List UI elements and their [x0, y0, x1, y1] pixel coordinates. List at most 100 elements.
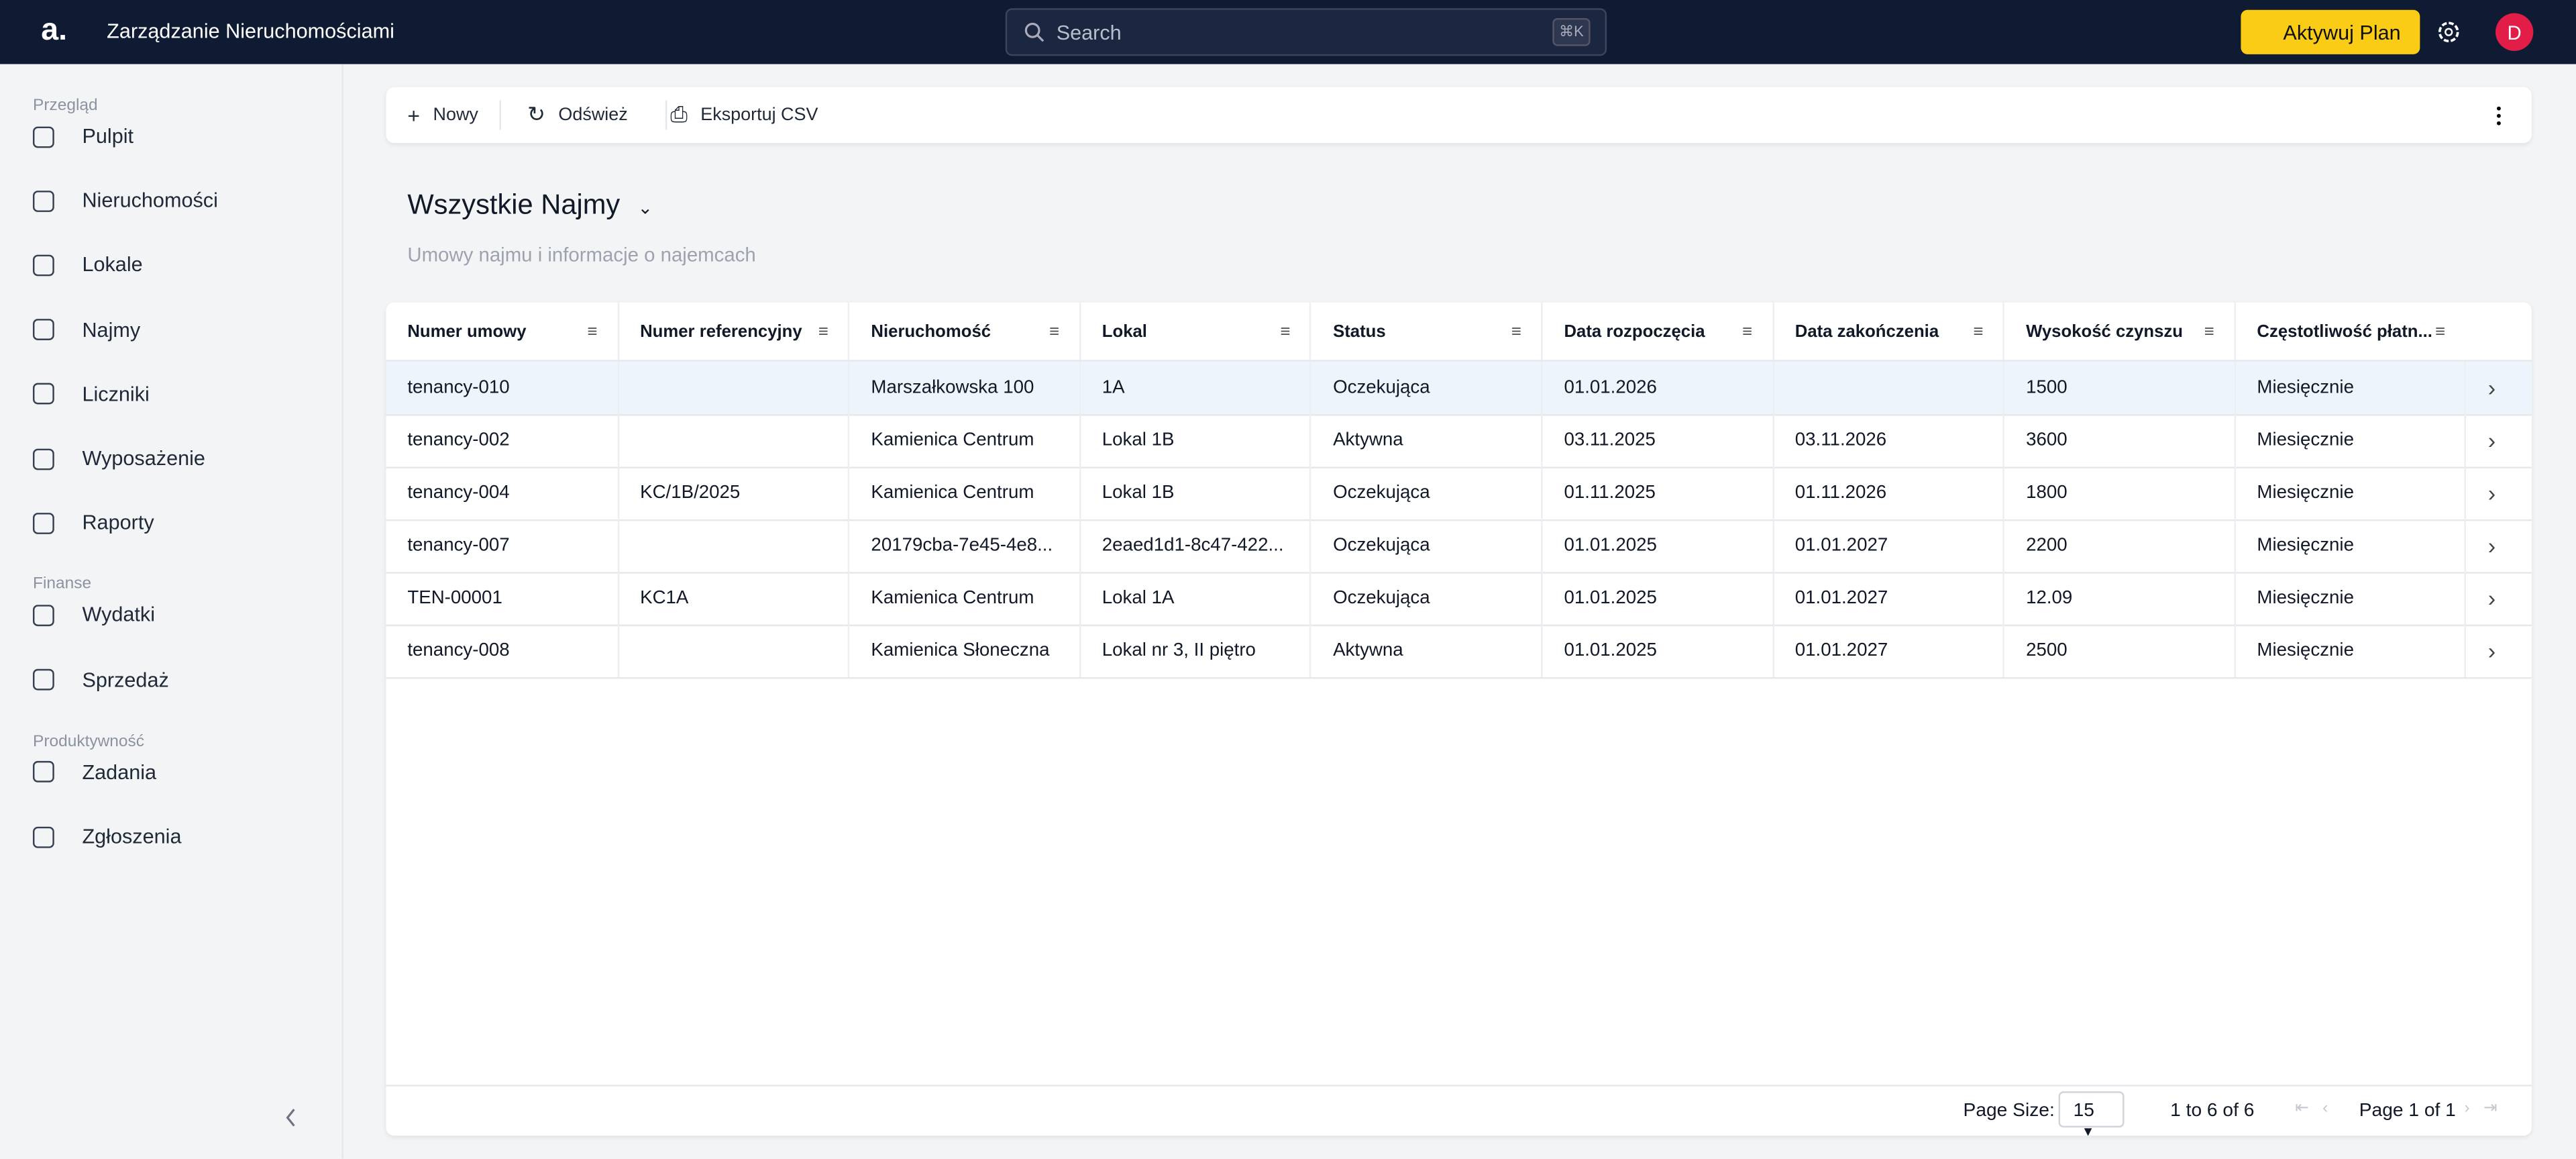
nav-item[interactable]: Wydatki — [32, 595, 155, 635]
table-cell: Marszałkowska 100 — [848, 361, 1079, 415]
table-cell: Oczekująca — [1309, 466, 1541, 519]
column-label: Częstotliwość płatn... — [2257, 321, 2432, 342]
nav-item[interactable]: Nieruchomości — [32, 181, 218, 221]
nav-icon — [32, 125, 54, 148]
table-cell: Lokal nr 3, II piętro — [1079, 624, 1309, 677]
settings-icon[interactable] — [2436, 19, 2461, 44]
nav-next[interactable]: › ⇥ — [2464, 1099, 2498, 1118]
toolbar-button[interactable]: ⎙ Eksportuj CSV — [670, 87, 818, 143]
table-cell: Oczekująca — [1309, 361, 1541, 415]
table-cell: tenancy-007 — [407, 536, 510, 556]
filter-icon[interactable]: ≡ — [1973, 321, 1984, 342]
column-header[interactable]: Numer umowy ≡ — [386, 303, 617, 360]
view-title[interactable]: Wszystkie Najmy ⌄ — [407, 189, 653, 221]
nav-item[interactable]: Zadania — [32, 752, 157, 792]
filter-icon[interactable]: ≡ — [2204, 321, 2214, 342]
nav-icon — [32, 190, 54, 212]
table-cell: tenancy-002 — [407, 430, 510, 451]
column-header[interactable]: Częstotliwość płatn... ≡ — [2234, 302, 2465, 360]
nav-item[interactable]: Zgłoszenia — [32, 817, 182, 856]
table-row[interactable] — [386, 519, 2532, 574]
nav-item[interactable]: Raporty — [32, 503, 154, 543]
row-arrow[interactable]: › — [2465, 466, 2531, 519]
nav-item[interactable]: Wyposażenie — [32, 439, 205, 478]
filter-icon[interactable]: ≡ — [818, 321, 828, 342]
nav-label: Najmy — [82, 318, 141, 342]
table-row[interactable] — [386, 361, 2532, 416]
column-header[interactable]: Wysokość czynszu ≡ — [2002, 302, 2234, 360]
row-arrow[interactable]: › — [2465, 624, 2531, 677]
table-cell: Kamienica Centrum — [848, 466, 1079, 519]
filter-icon[interactable]: ≡ — [2435, 321, 2446, 342]
nav-item[interactable]: Najmy — [32, 310, 141, 350]
table-cell — [1772, 361, 2002, 415]
table-cell: 2200 — [2002, 519, 2234, 572]
filter-icon[interactable]: ≡ — [1511, 321, 1521, 342]
toolbar-button[interactable]: + Nowy — [407, 87, 478, 143]
nav-icon — [32, 604, 54, 626]
column-label: Nieruchomość — [871, 321, 991, 342]
app-title: Zarządzanie Nieruchomościami — [107, 19, 394, 43]
nav-icon — [32, 448, 54, 470]
table-cell: 01.01.2025 — [1541, 572, 1772, 625]
table-cell: Lokal 1A — [1079, 572, 1309, 625]
collapse-icon[interactable] — [282, 1106, 299, 1129]
column-header[interactable]: Data rozpoczęcia ≡ — [1541, 302, 1772, 360]
pagination: Page Size: 15 ▼ 1 to 6 of 6 ⇤ ‹ Page 1 o… — [386, 1085, 2532, 1136]
search-placeholder: Search — [1056, 21, 1122, 45]
row-arrow[interactable]: › — [2465, 572, 2531, 625]
table-cell: Miesięcznie — [2234, 466, 2465, 519]
search-box[interactable]: Search ⌘K — [1005, 8, 1607, 56]
table-cell: Oczekująca — [1309, 519, 1541, 572]
filter-icon[interactable]: ≡ — [1280, 321, 1291, 342]
nav-item[interactable]: Sprzedaż — [32, 660, 169, 700]
separator — [665, 100, 667, 130]
filter-icon[interactable]: ≡ — [1742, 321, 1753, 342]
toolbar-button[interactable]: ↻ Odśwież — [527, 87, 628, 143]
nav-prev[interactable]: ⇤ ‹ — [2295, 1099, 2328, 1118]
shortcut: ⌘K — [1552, 17, 1591, 46]
nav-label: Zadania — [82, 760, 157, 784]
row-arrow[interactable]: › — [2465, 414, 2531, 467]
column-header[interactable]: Status ≡ — [1309, 302, 1541, 360]
table-cell: 01.01.2027 — [1772, 572, 2002, 625]
table-row[interactable] — [386, 572, 2532, 627]
column-header[interactable]: Nieruchomość ≡ — [848, 302, 1079, 360]
table-cell: Oczekująca — [1309, 572, 1541, 625]
table-cell: Aktywna — [1309, 414, 1541, 467]
column-header[interactable]: Data zakończenia ≡ — [1772, 302, 2002, 360]
plan-button[interactable]: Aktywuj Plan — [2241, 9, 2420, 54]
nav-item[interactable]: Liczniki — [32, 374, 150, 414]
section-title: Produktywność — [32, 732, 145, 751]
avatar[interactable]: D — [2496, 13, 2534, 51]
more-icon[interactable] — [2494, 105, 2504, 127]
toolbar: + Nowy ↻ Odśwież ⎙ Eksportuj CSV — [386, 87, 2532, 144]
nav-label: Raporty — [82, 511, 154, 535]
row-arrow[interactable]: › — [2465, 519, 2531, 572]
section-title: Przegląd — [32, 97, 98, 115]
table-cell: 20179cba-7e45-4e8... — [848, 519, 1079, 572]
filter-icon[interactable]: ≡ — [587, 321, 598, 342]
table-cell: 2eaed1d1-8c47-422... — [1079, 519, 1309, 572]
nav-item[interactable]: Pulpit — [32, 117, 133, 156]
table-cell: 03.11.2026 — [1772, 414, 2002, 467]
logo[interactable]: a. — [41, 13, 68, 48]
table-cell: TEN-00001 — [407, 588, 502, 609]
row-arrow[interactable]: › — [2465, 361, 2531, 415]
plan-label: Aktywuj Plan — [2283, 20, 2401, 44]
nav-item[interactable]: Lokale — [32, 246, 143, 285]
table-cell: 12.09 — [2002, 572, 2234, 625]
button-label: Eksportuj CSV — [700, 105, 818, 125]
table-row[interactable] — [386, 625, 2532, 679]
nav-icon — [32, 825, 54, 848]
table-row[interactable] — [386, 467, 2532, 521]
table-row[interactable] — [386, 414, 2532, 468]
column-header[interactable]: Numer referencyjny ≡ — [616, 302, 848, 360]
table-cell: Miesięcznie — [2234, 414, 2465, 467]
column-header[interactable]: Lokal ≡ — [1079, 302, 1309, 360]
filter-icon[interactable]: ≡ — [1049, 321, 1060, 342]
nav-label: Zgłoszenia — [82, 825, 182, 848]
button-icon: ⎙ — [670, 101, 688, 127]
page-size-select[interactable]: 15 ▼ — [2058, 1091, 2125, 1136]
table-cell: 3600 — [2002, 414, 2234, 467]
